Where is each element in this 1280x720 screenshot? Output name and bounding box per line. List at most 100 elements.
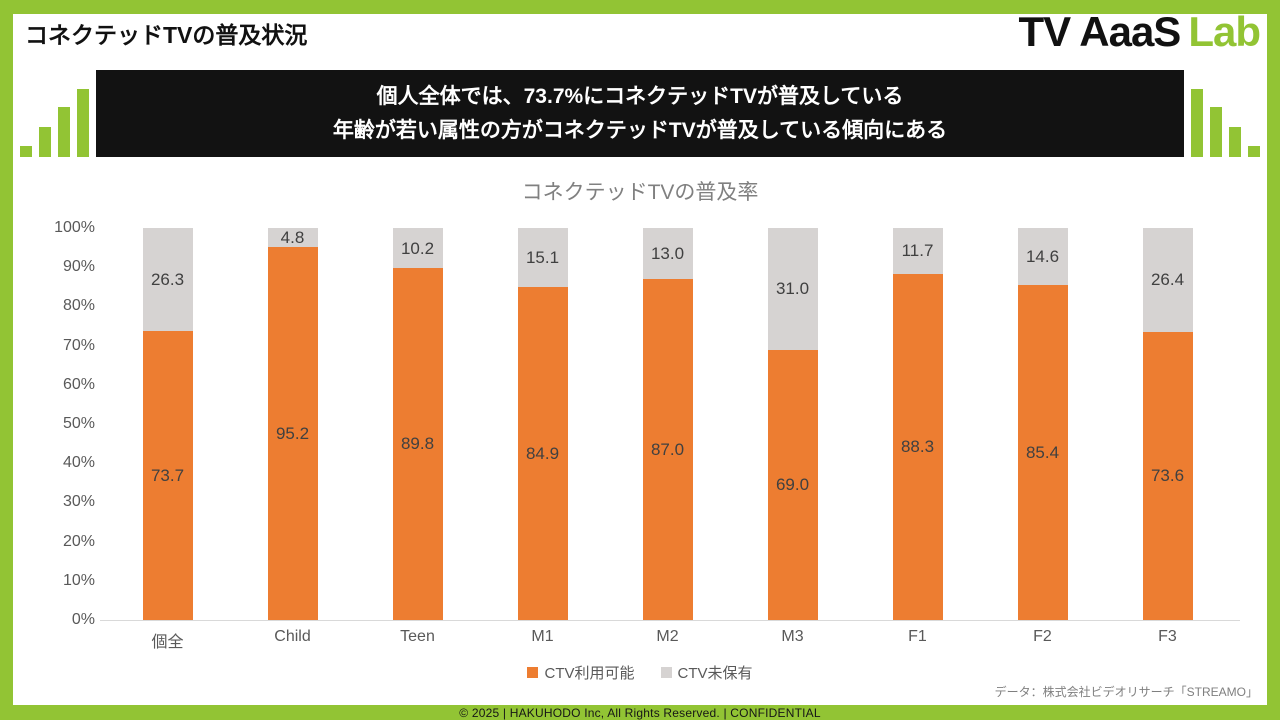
headline-line2: 年齢が若い属性の方がコネクテッドTVが普及している傾向にある	[332, 119, 948, 142]
y-tick-label: 10%	[62, 571, 95, 589]
stacked-bar: 31.0 69.0	[767, 228, 818, 620]
x-tick-label: F2	[1033, 628, 1052, 645]
bar-segment-ctv-available: 84.9	[517, 287, 568, 620]
bar-segment-ctv-not-owned: 15.1	[517, 228, 568, 288]
stacked-bar: 13.0 87.0	[642, 228, 693, 620]
bar-segment-ctv-not-owned: 11.7	[892, 228, 943, 274]
bar-segment-ctv-available: 88.3	[892, 273, 943, 620]
bar-value-label: 84.9	[525, 444, 560, 464]
bar-value-label: 31.0	[775, 279, 810, 299]
bar-segment-ctv-available: 69.0	[767, 349, 818, 620]
legend-label: CTV利用可能	[544, 665, 635, 682]
y-tick-label: 50%	[62, 415, 95, 432]
y-tick-label: 80%	[62, 297, 95, 315]
stacked-bar: 4.8 95.2	[267, 227, 318, 620]
legend-label: CTV未保有	[677, 665, 753, 682]
bar-group: 31.0 69.0 M3	[730, 228, 855, 645]
y-tick-label: 100%	[54, 219, 95, 236]
bar-value-label: 88.3	[900, 437, 935, 457]
bar-group: 15.1 84.9 M1	[480, 228, 605, 645]
page-title: コネクテッドTVの普及状況	[25, 22, 308, 48]
logo-text-black: TV AaaS	[1018, 8, 1181, 55]
y-tick-label: 20%	[62, 532, 95, 550]
headline-line1: 個人全体では、73.7%にコネクテッドTVが普及している	[376, 85, 904, 108]
bar-value-label: 73.7	[150, 466, 185, 486]
logo: TV AaaS Lab	[1018, 8, 1261, 56]
bar-segment-ctv-available: 89.8	[392, 267, 443, 620]
bar-segment-ctv-not-owned: 10.2	[392, 228, 443, 268]
x-axis-line	[100, 620, 1240, 621]
y-tick-label: 0%	[71, 611, 95, 628]
bar-value-label: 69.0	[775, 475, 810, 495]
x-tick-label: M2	[656, 628, 679, 645]
bar-group: 13.0 87.0 M2	[605, 228, 730, 645]
bar-value-label: 85.4	[1025, 443, 1060, 463]
stacked-bar: 15.1 84.9	[517, 228, 568, 620]
y-tick-label: 40%	[62, 454, 95, 472]
bar-segment-ctv-not-owned: 31.0	[767, 228, 818, 350]
logo-text-green: Lab	[1188, 8, 1261, 55]
left-border-bar	[0, 0, 13, 720]
bar-value-label: 26.4	[1150, 270, 1185, 290]
y-axis: 100% 90% 80% 70% 60% 50% 40% 30% 20% 10% 0%	[0, 219, 95, 628]
footer-copyright: © 2025 | HAKUHODO Inc, All Rights Reserv…	[459, 705, 821, 720]
bar-value-label: 87.0	[650, 439, 685, 459]
data-source-note: データ：株式会社ビデオリサーチ「STREAMO」	[994, 685, 1258, 699]
y-tick-label: 70%	[62, 336, 95, 354]
legend-item-ctv-not-owned: CTV未保有	[660, 662, 753, 683]
chart-title: コネクテッドTVの普及率	[521, 181, 759, 204]
stacked-bar: 11.7 88.3	[892, 228, 943, 620]
bar-segment-ctv-available: 87.0	[642, 278, 693, 620]
stacked-bar: 26.4 73.6	[1142, 228, 1193, 620]
x-tick-label: Teen	[400, 628, 435, 645]
bar-value-label: 4.8	[280, 227, 305, 247]
bar-value-label: 13.0	[650, 243, 685, 263]
bar-group: 11.7 88.3 F1	[855, 228, 980, 645]
bar-group: 26.4 73.6 F3	[1105, 228, 1230, 645]
equalizer-bars-ascending-icon	[20, 89, 89, 157]
bar-group: 26.3 73.7 個全	[105, 228, 230, 651]
bar-segment-ctv-not-owned: 13.0	[642, 228, 693, 279]
bar-segment-ctv-available: 95.2	[267, 246, 318, 620]
x-tick-label: M3	[781, 628, 804, 645]
bar-group: 14.6 85.4 F2	[980, 228, 1105, 645]
x-tick-label: 個全	[151, 634, 184, 651]
legend: CTV利用可能 CTV未保有	[0, 662, 1280, 683]
x-tick-label: F1	[908, 628, 927, 645]
legend-swatch-gray-icon	[660, 667, 672, 678]
bar-segment-ctv-not-owned: 4.8	[267, 227, 318, 247]
right-border-bar	[1267, 0, 1280, 720]
legend-swatch-orange-icon	[527, 667, 539, 678]
legend-item-ctv-available: CTV利用可能	[527, 662, 635, 683]
stacked-bar: 14.6 85.4	[1017, 228, 1068, 620]
x-tick-label: Child	[274, 628, 311, 645]
stacked-bar: 26.3 73.7	[142, 228, 193, 620]
y-tick-label: 60%	[62, 375, 95, 393]
bar-segment-ctv-available: 73.6	[1142, 331, 1193, 620]
x-tick-label: M1	[531, 628, 554, 645]
y-tick-label: 30%	[62, 493, 95, 511]
equalizer-bars-descending-icon	[1191, 89, 1260, 157]
top-border-bar	[0, 0, 1280, 14]
x-tick-label: F3	[1158, 628, 1177, 645]
y-tick-label: 90%	[62, 258, 95, 276]
bar-value-label: 73.6	[1150, 466, 1185, 486]
bar-segment-ctv-not-owned: 26.3	[142, 228, 193, 332]
bar-value-label: 14.6	[1025, 247, 1060, 267]
bar-value-label: 26.3	[150, 270, 185, 290]
bar-value-label: 89.8	[400, 434, 435, 454]
bar-value-label: 10.2	[400, 238, 435, 258]
bar-group: 10.2 89.8 Teen	[355, 228, 480, 645]
plot-area: 26.3 73.7 個全 4.8 95.2 Child 10.2 89.8 Teen 15.1 84…	[105, 228, 1230, 668]
bar-value-label: 15.1	[525, 248, 560, 268]
bar-segment-ctv-not-owned: 14.6	[1017, 228, 1068, 286]
bar-segment-ctv-available: 73.7	[142, 331, 193, 620]
bar-value-label: 95.2	[275, 423, 310, 443]
headline-banner: 個人全体では、73.7%にコネクテッドTVが普及している 年齢が若い属性の方がコ…	[96, 70, 1184, 157]
bottom-border-bar: © 2025 | HAKUHODO Inc, All Rights Reserv…	[0, 705, 1280, 720]
bar-segment-ctv-available: 85.4	[1017, 285, 1068, 620]
bar-segment-ctv-not-owned: 26.4	[1142, 228, 1193, 332]
stacked-bar: 10.2 89.8	[392, 228, 443, 620]
bar-value-label: 11.7	[901, 241, 934, 261]
bar-group: 4.8 95.2 Child	[230, 227, 355, 645]
